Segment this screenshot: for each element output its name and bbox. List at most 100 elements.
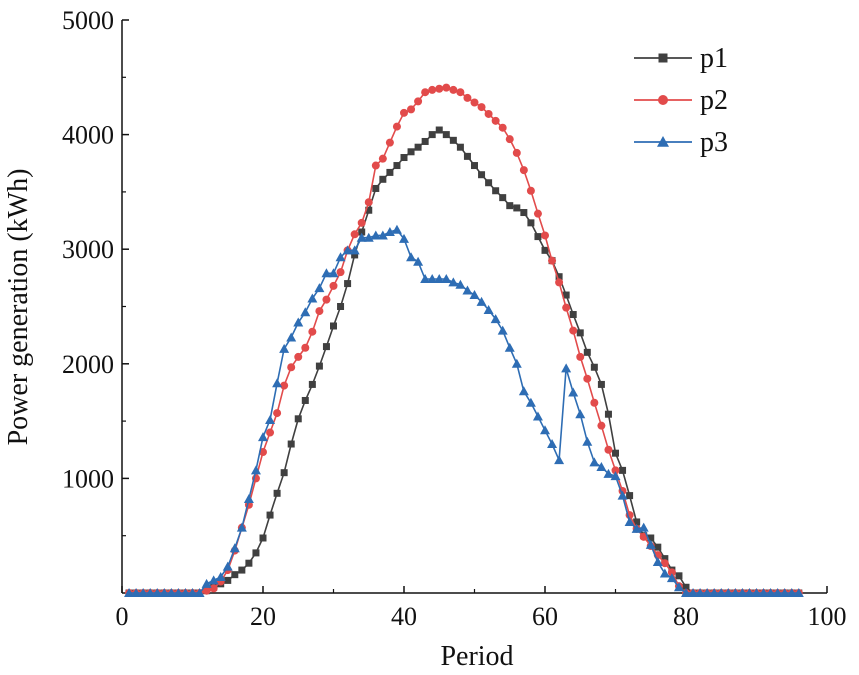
data-point-p2 (505, 135, 514, 144)
data-point-p2 (597, 421, 606, 430)
data-point-p1 (428, 131, 436, 139)
data-point-p2 (639, 532, 648, 541)
data-point-p3 (349, 245, 360, 255)
data-point-p1 (583, 348, 591, 356)
data-point-p2 (392, 122, 401, 131)
data-point-p2 (519, 166, 528, 175)
data-point-p1 (400, 154, 408, 162)
data-point-p1 (224, 576, 232, 584)
data-point-p3 (730, 588, 741, 597)
data-point-p2 (491, 116, 500, 125)
data-point-p2 (456, 88, 465, 97)
data-point-p1 (576, 329, 584, 337)
data-point-p3 (173, 588, 184, 597)
data-point-p1 (478, 171, 486, 179)
data-point-p3 (455, 279, 466, 289)
data-point-p2 (400, 108, 408, 117)
data-point-p3 (617, 490, 628, 500)
data-point-p3 (194, 588, 205, 597)
series-p3 (124, 224, 804, 597)
data-point-p2 (357, 218, 366, 227)
data-point-p3 (335, 252, 346, 262)
data-point-p1 (562, 291, 570, 299)
data-point-p2 (329, 281, 338, 290)
data-point-p3 (554, 455, 565, 465)
data-point-p3 (772, 588, 783, 597)
data-point-p2 (477, 103, 486, 112)
data-point-p2 (407, 105, 416, 114)
data-point-p3 (258, 432, 268, 442)
data-point-p1 (259, 534, 267, 542)
data-point-p1 (604, 410, 612, 418)
data-point-p2 (350, 230, 359, 239)
data-point-p1 (541, 246, 549, 254)
data-point-p1 (358, 228, 366, 236)
data-point-p1 (266, 511, 274, 519)
data-point-p3 (476, 296, 487, 306)
data-point-p2 (590, 398, 599, 407)
data-point-p3 (737, 588, 748, 597)
data-point-p2 (449, 85, 458, 94)
data-point-p3 (427, 273, 438, 283)
y-tick-label: 3000 (62, 235, 114, 264)
axes: 0 20 40 60 80 100 1000 2000 3000 4000 5000 (62, 6, 847, 631)
data-point-p1 (654, 543, 662, 551)
data-point-p3 (391, 224, 402, 234)
data-point-p1 (534, 233, 542, 241)
series-p2 (125, 83, 803, 597)
series-p1 (125, 126, 803, 597)
x-tick-label: 20 (250, 602, 276, 631)
data-point-p1 (569, 311, 577, 319)
data-point-p3 (744, 588, 755, 597)
data-point-p1 (379, 175, 387, 183)
data-point-p3 (659, 568, 670, 578)
y-tick-label: 2000 (62, 350, 114, 379)
data-point-p3 (758, 588, 769, 597)
y-tick-label: 4000 (62, 121, 114, 150)
data-point-p3 (166, 588, 177, 597)
data-point-p1 (287, 440, 295, 448)
data-point-p3 (786, 588, 797, 597)
data-point-p1 (675, 572, 683, 580)
data-point-p1 (626, 492, 634, 500)
data-point-p3 (561, 363, 572, 373)
x-tick-label: 80 (673, 602, 699, 631)
data-point-p2 (562, 303, 571, 312)
data-point-p3 (363, 232, 374, 242)
data-point-p3 (448, 277, 459, 287)
data-point-p2 (555, 278, 564, 287)
data-point-p2 (287, 363, 296, 372)
data-point-p1 (393, 162, 401, 170)
legend-marker-p1 (658, 53, 668, 63)
data-point-p3 (399, 233, 409, 243)
data-point-p2 (667, 568, 676, 577)
data-point-p1 (231, 571, 239, 579)
data-point-p1 (252, 549, 260, 557)
data-point-p3 (131, 588, 142, 597)
data-point-p3 (751, 588, 762, 597)
data-point-p3 (596, 461, 607, 471)
data-point-p3 (208, 575, 219, 585)
data-point-p1 (386, 168, 394, 176)
data-point-p2 (583, 374, 592, 383)
data-point-p2 (385, 138, 394, 147)
data-point-p1 (330, 322, 337, 330)
data-point-p2 (569, 326, 578, 335)
data-point-p1 (414, 143, 422, 151)
data-point-p2 (435, 84, 444, 93)
data-point-p3 (328, 268, 339, 278)
data-point-p2 (322, 295, 331, 304)
data-point-p1 (527, 219, 535, 227)
data-point-p3 (702, 588, 713, 597)
data-point-p1 (245, 559, 253, 567)
data-point-p2 (209, 584, 218, 593)
data-point-p3 (610, 471, 621, 481)
data-point-p1 (407, 148, 415, 156)
data-point-p3 (582, 436, 593, 446)
data-point-p1 (590, 363, 598, 371)
data-point-p3 (575, 409, 586, 419)
data-point-p2 (421, 88, 430, 97)
data-point-p3 (490, 314, 501, 324)
data-point-p1 (485, 179, 493, 187)
data-point-p3 (673, 582, 684, 592)
